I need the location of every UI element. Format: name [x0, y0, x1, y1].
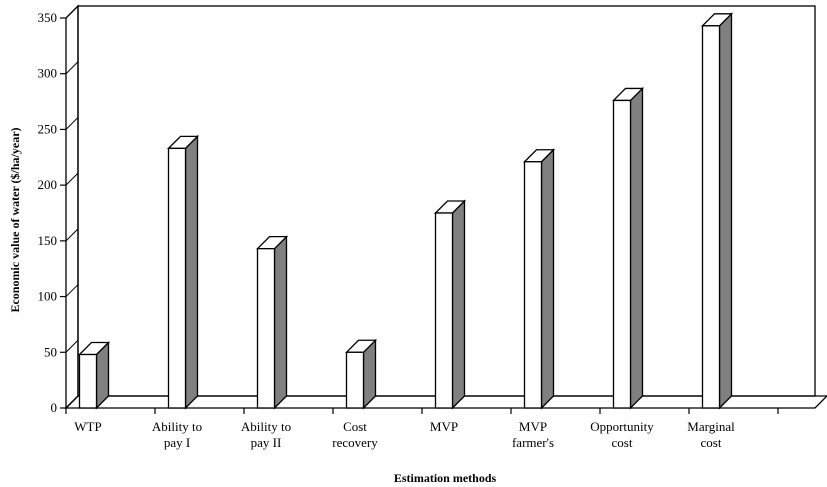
x-tick-label: Cost recovery	[332, 419, 378, 450]
bar-front-face	[256, 248, 276, 409]
y-tick-depth-line	[65, 395, 79, 409]
y-tick-depth-line	[65, 339, 79, 353]
y-tick-depth-line	[65, 228, 79, 242]
bar	[522, 148, 556, 410]
bar	[611, 86, 645, 410]
y-tick-label: 300	[38, 66, 58, 81]
y-tick-depth-line	[65, 284, 79, 297]
bars	[77, 12, 734, 410]
x-tick-label: Ability to pay II	[241, 419, 291, 450]
y-tick-label: 250	[38, 121, 58, 136]
y-tick-label: 150	[38, 233, 58, 248]
y-tick-depth-line	[65, 61, 79, 75]
x-tick-label: Opportunity cost	[590, 419, 654, 450]
y-tick-label: 50	[44, 344, 57, 359]
left-wall	[65, 4, 79, 410]
bar-side-face	[451, 199, 466, 410]
x-tick-label: MVP	[430, 419, 458, 434]
x-axis-title: Estimation methods	[394, 471, 497, 485]
bar-side-face	[629, 86, 644, 410]
y-axis-ticks: 0 50 100 150 200 250 300 350	[38, 5, 79, 415]
y-tick-depth-line	[65, 5, 79, 19]
x-tick-label: MVP farmer's	[512, 419, 554, 450]
y-tick-label: 0	[51, 400, 58, 415]
bar	[255, 235, 289, 410]
y-tick-depth-line	[65, 172, 79, 186]
y-tick-depth-line	[65, 117, 79, 130]
y-tick-label: 100	[38, 289, 58, 304]
x-tick-label: WTP	[74, 419, 101, 434]
bar	[433, 199, 467, 410]
x-tick-label: Marginal cost	[687, 419, 735, 450]
bar-side-face	[184, 134, 199, 410]
bar	[344, 338, 378, 410]
bar-front-face	[167, 147, 187, 409]
y-axis-title: Economic value of water ($/ha/year)	[8, 127, 22, 312]
bar-front-face	[345, 351, 365, 409]
y-tick-label: 350	[38, 10, 58, 25]
x-tick-label: Ability to pay I	[152, 419, 202, 450]
bar	[700, 12, 734, 410]
bar-front-face	[701, 25, 721, 409]
bar-front-face	[523, 161, 543, 409]
bar-front-face	[612, 99, 632, 409]
bar-side-face	[273, 235, 288, 410]
y-tick-label: 200	[38, 177, 58, 192]
bar-front-face	[78, 353, 98, 409]
bar-side-face	[718, 12, 733, 410]
bar	[166, 134, 200, 410]
bar-side-face	[540, 148, 555, 410]
x-axis-labels: WTP Ability to pay I Ability to pay II Cost re…	[65, 408, 779, 450]
bar-front-face	[434, 212, 454, 409]
bar	[77, 340, 111, 410]
